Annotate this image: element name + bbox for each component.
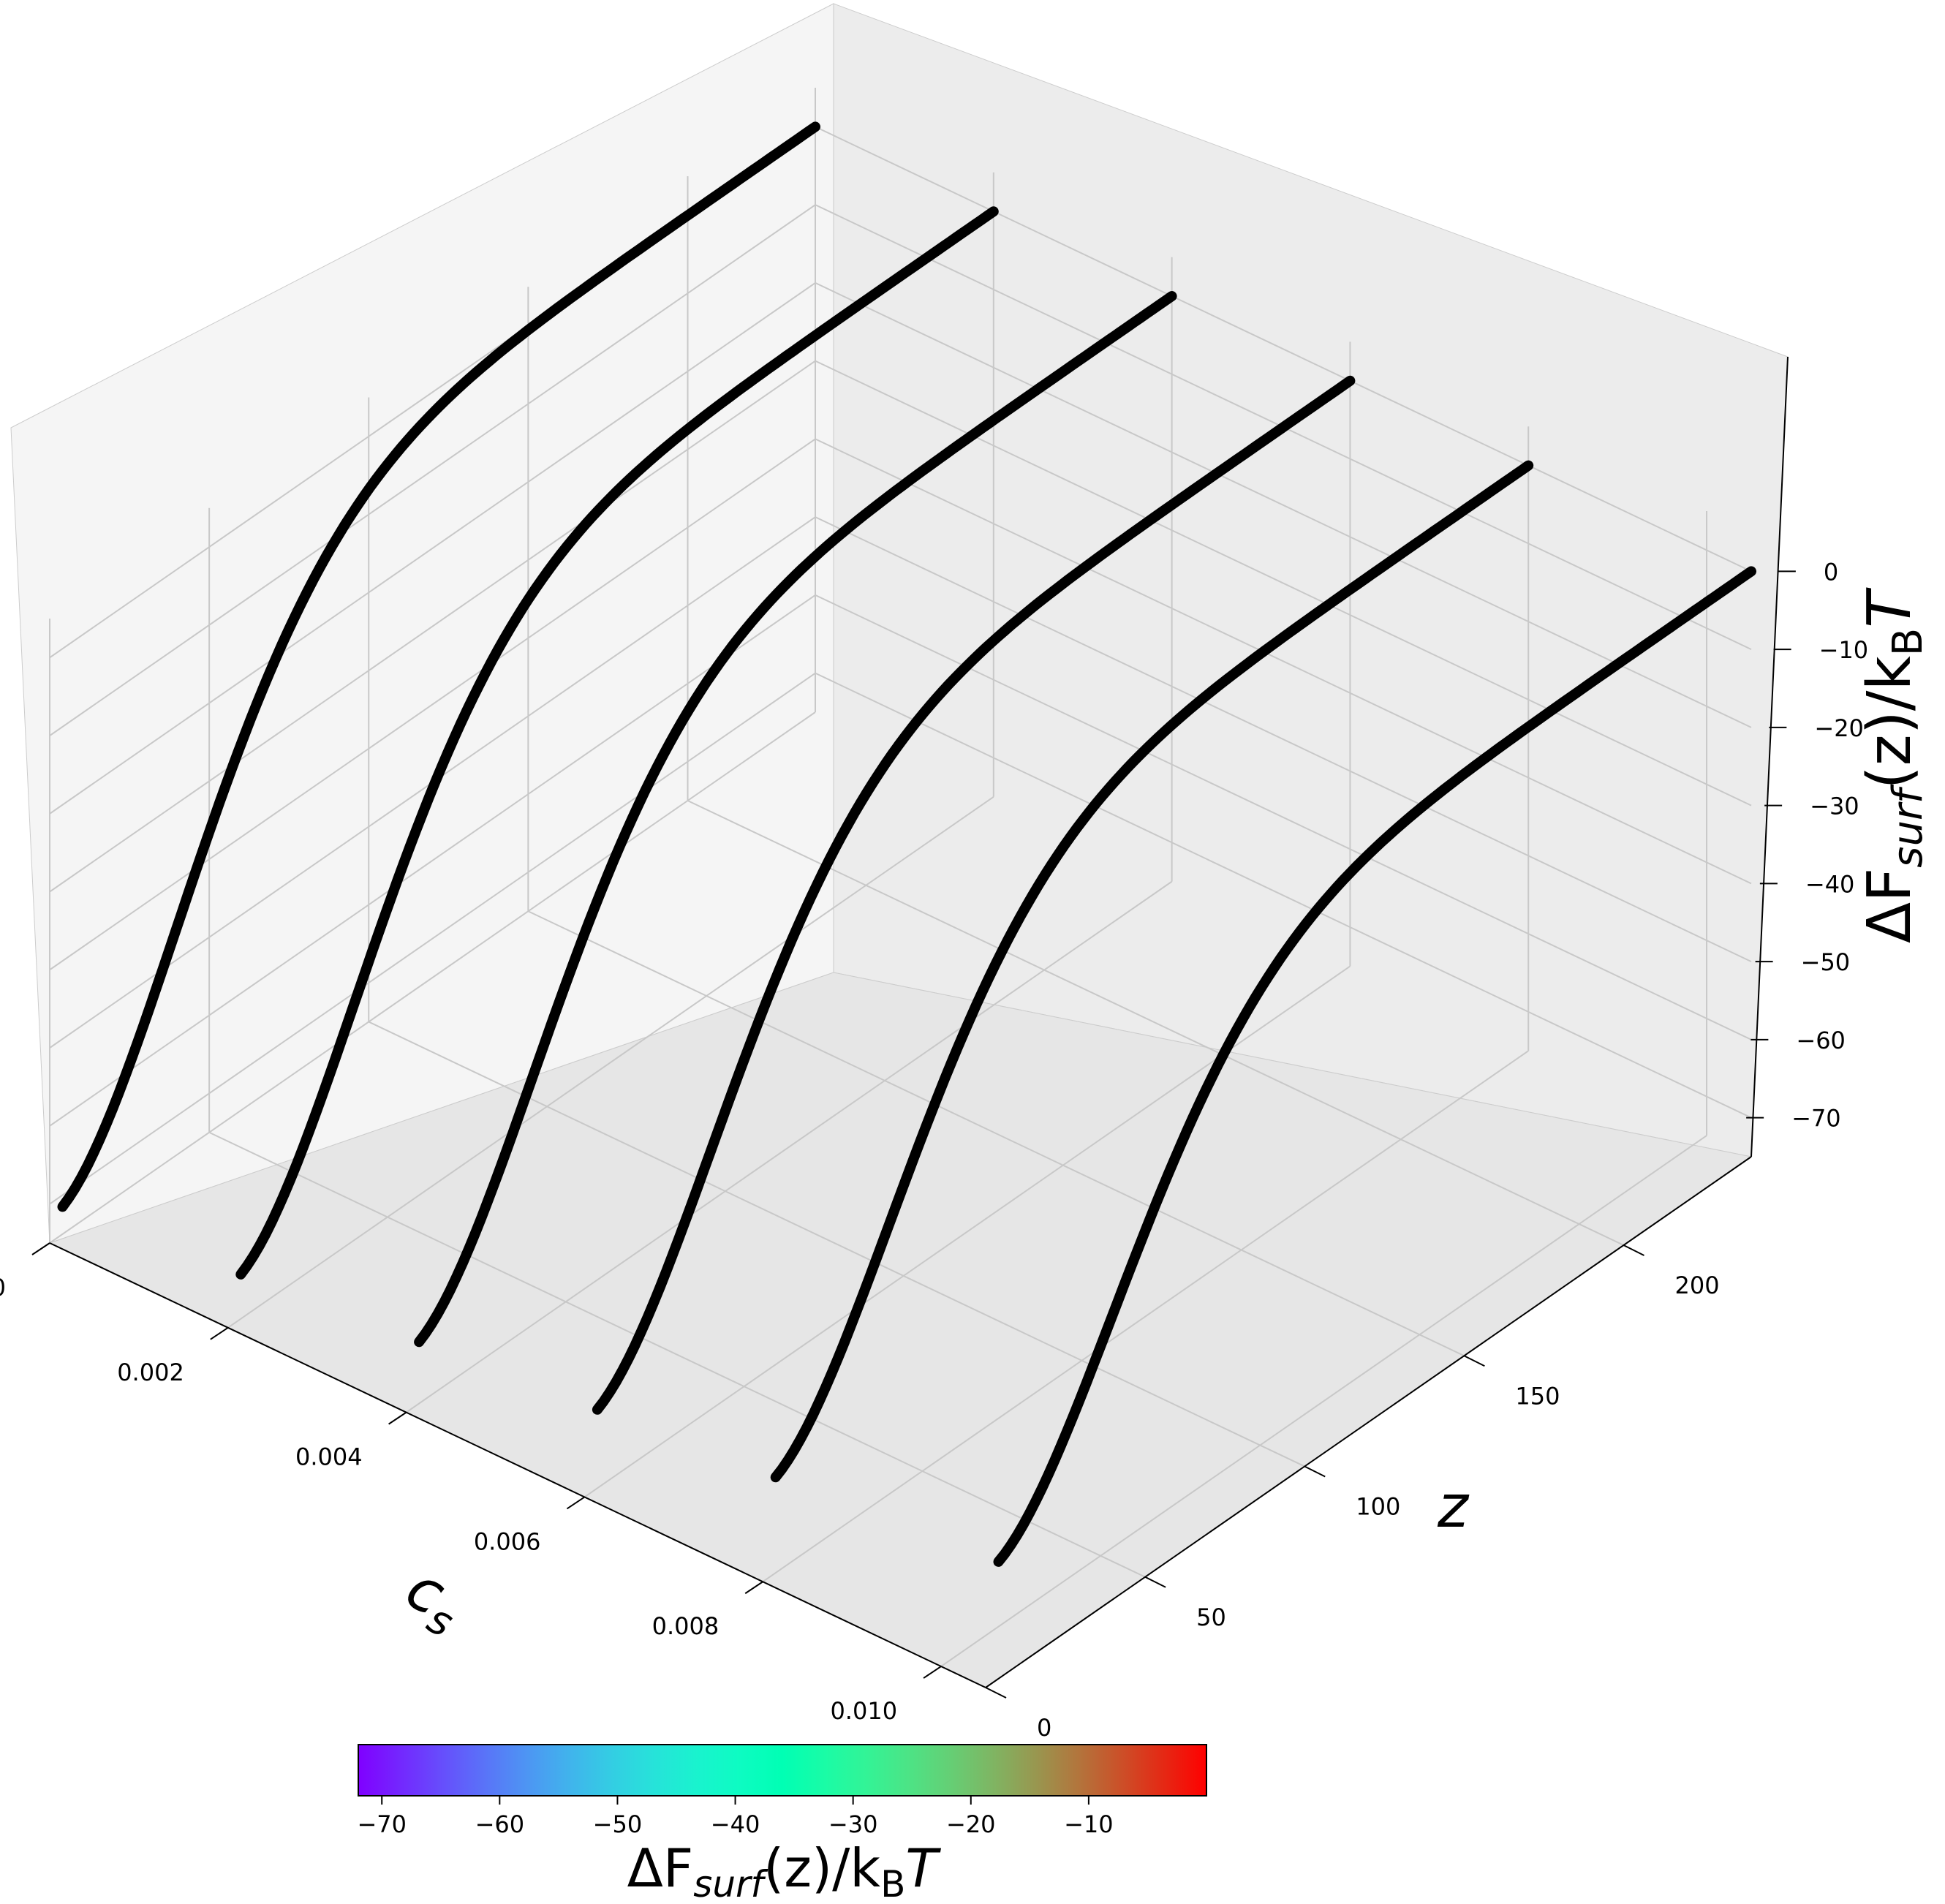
grid-line-z-floor (527, 910, 1465, 1357)
grid-line-z-floor (687, 800, 1624, 1246)
grid-line-z-floor (208, 1131, 1146, 1578)
grid-lines (49, 88, 1752, 1688)
back-right-pane (833, 3, 1789, 1157)
